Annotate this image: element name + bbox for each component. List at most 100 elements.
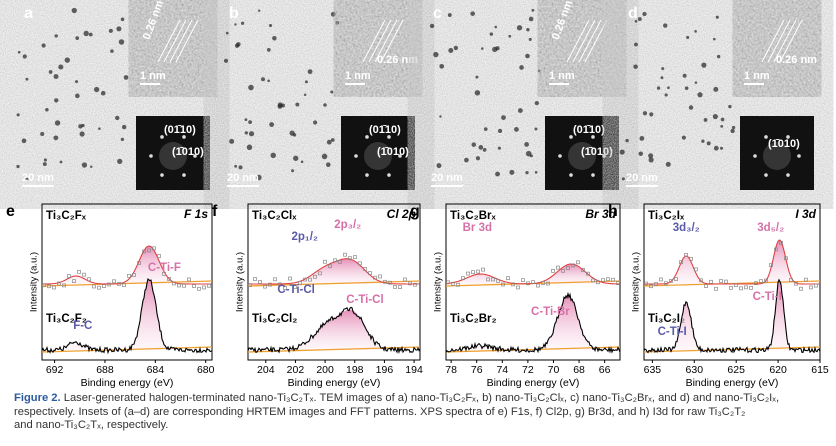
data-point [561, 268, 565, 273]
data-point [511, 282, 515, 287]
particle [257, 9, 261, 12]
sample-label: Ti₃C₂Br₂ [450, 313, 497, 325]
data-point [719, 279, 723, 283]
data-point [694, 267, 698, 272]
x-tick-label: 620 [769, 364, 787, 376]
caption-line: and nano-Ti₃C₂Tₓ, respectively. [14, 419, 169, 431]
peak-fill [248, 258, 420, 284]
particle [497, 128, 503, 134]
lattice-line [175, 19, 199, 63]
particle [75, 93, 80, 99]
particle [110, 49, 114, 53]
particle [649, 112, 654, 117]
x-tick-label: 70 [548, 364, 560, 376]
data-point [699, 278, 703, 283]
particle [474, 90, 481, 96]
particle [123, 75, 129, 80]
data-point [192, 284, 196, 288]
fft-spot [365, 173, 369, 177]
x-axis-label: Binding energy (eV) [686, 377, 779, 389]
particle [323, 103, 327, 107]
particle [534, 127, 538, 131]
plot-frame [445, 203, 621, 361]
panel-letter: a [24, 5, 33, 22]
data-point [197, 286, 201, 291]
panel-title: Cl 2p [387, 207, 416, 221]
fft-spot [160, 135, 164, 139]
lattice-line [362, 19, 386, 63]
sample-label: Ti₃C₂F₂ [46, 313, 87, 325]
particle [681, 135, 686, 140]
data-point [551, 269, 555, 273]
data-point [586, 271, 590, 276]
data-point [258, 280, 262, 284]
particle [75, 80, 79, 84]
particle [471, 142, 477, 147]
particle [494, 25, 497, 29]
particle [117, 158, 123, 165]
particle [53, 74, 59, 80]
particle [706, 141, 711, 146]
particle [720, 124, 724, 128]
particle [665, 161, 671, 167]
data-point [398, 285, 402, 290]
tem-scale: 20 nm [22, 172, 54, 184]
fft-center [763, 142, 791, 170]
particle [489, 32, 494, 36]
particle [621, 177, 625, 181]
x-tick-label: 615 [811, 364, 829, 376]
x-tick-label: 78 [445, 364, 457, 376]
data-point [72, 279, 76, 283]
particle [25, 77, 29, 81]
data-point [82, 272, 86, 277]
data-point [461, 276, 465, 280]
data-point [202, 285, 206, 290]
particle [42, 162, 47, 167]
peak-fill [248, 309, 420, 350]
particle [728, 104, 732, 109]
data-point [127, 273, 131, 278]
particle [261, 77, 266, 82]
particle [483, 127, 488, 131]
data-point [137, 261, 141, 265]
data-point [408, 281, 412, 286]
particle [661, 67, 665, 71]
fft-spot [797, 154, 801, 158]
data-point [97, 285, 101, 290]
data-point [177, 283, 181, 288]
data-point [273, 277, 277, 282]
data-point [253, 277, 257, 281]
data-point [779, 240, 783, 245]
particle [436, 163, 442, 169]
particle [326, 139, 332, 145]
particle [16, 164, 20, 169]
data-point [536, 283, 540, 288]
data-point [57, 281, 61, 286]
particle [17, 50, 21, 54]
fft-spot [558, 154, 562, 158]
particle [528, 37, 532, 41]
particle [25, 177, 29, 181]
panel-letter: g [410, 203, 420, 220]
fft-spot [569, 135, 573, 139]
particle [534, 171, 538, 174]
particle [720, 117, 725, 122]
particle [234, 164, 238, 168]
particle [433, 51, 439, 58]
particle [248, 131, 255, 137]
particle [330, 90, 334, 94]
data-point [293, 285, 297, 290]
fft-spot [591, 173, 595, 177]
panel-letter: c [433, 5, 442, 22]
particle [268, 23, 273, 28]
data-point [268, 282, 272, 287]
particle [656, 86, 661, 90]
panel-title: F 1s [184, 207, 208, 221]
x-tick-label: 198 [346, 364, 364, 376]
spectrum [247, 306, 421, 355]
particle [238, 165, 243, 170]
data-point [571, 263, 575, 268]
data-point [157, 254, 161, 258]
lattice-line [773, 19, 797, 63]
data-point [298, 281, 302, 285]
